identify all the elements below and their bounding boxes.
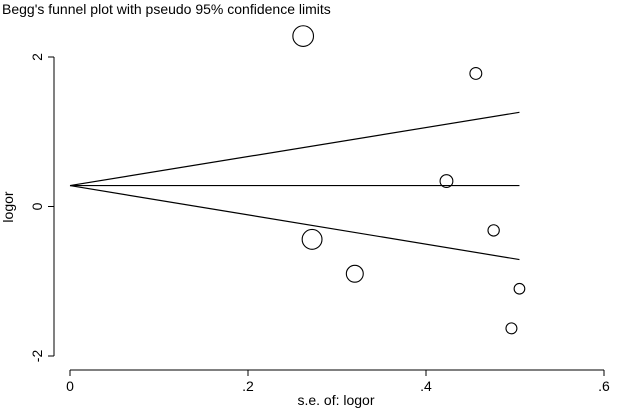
x-axis-label: s.e. of: logor bbox=[297, 392, 374, 408]
upper-confidence-limit-line bbox=[69, 111, 520, 187]
study-point bbox=[301, 228, 323, 250]
study-point bbox=[292, 25, 315, 47]
x-tick-label: .4 bbox=[420, 378, 432, 394]
x-tick-label: 0 bbox=[66, 378, 74, 394]
study-point bbox=[345, 264, 364, 283]
y-ticks: 2 0 -2 bbox=[29, 53, 54, 362]
y-axis-label: logor bbox=[0, 191, 16, 222]
study-point bbox=[513, 282, 526, 295]
y-tick-label: -2 bbox=[29, 350, 45, 363]
chart-title: Begg's funnel plot with pseudo 95% confi… bbox=[2, 1, 331, 17]
y-tick-label: 2 bbox=[29, 53, 45, 61]
study-point bbox=[439, 174, 454, 189]
study-point bbox=[469, 66, 483, 80]
y-tick-label: 0 bbox=[29, 202, 45, 210]
funnel-lines bbox=[69, 111, 520, 261]
lower-confidence-limit-line bbox=[69, 184, 520, 261]
x-tick-label: .6 bbox=[598, 378, 610, 394]
study-points bbox=[292, 25, 526, 335]
x-tick-label: .2 bbox=[242, 378, 254, 394]
x-ticks: 0 .2 .4 .6 bbox=[66, 370, 610, 394]
study-point bbox=[505, 322, 518, 335]
axes bbox=[53, 57, 604, 371]
study-point bbox=[487, 224, 500, 237]
